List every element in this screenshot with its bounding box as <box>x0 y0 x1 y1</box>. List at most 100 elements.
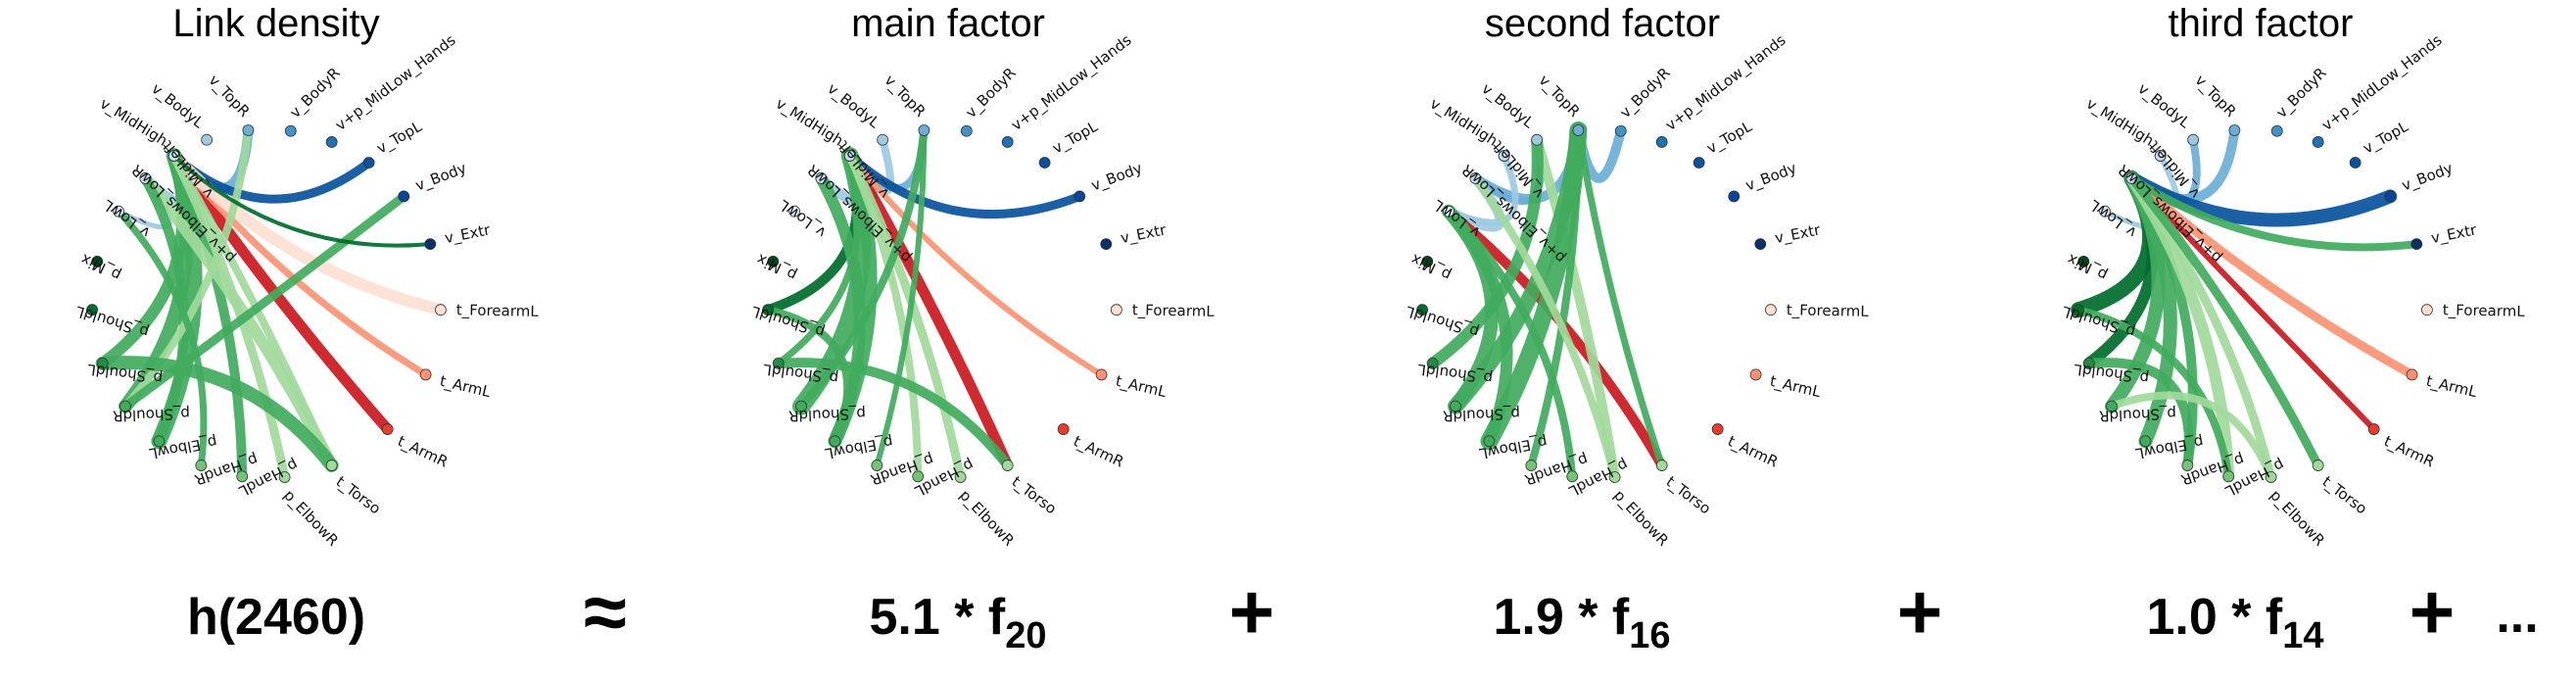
node-dot <box>434 304 447 316</box>
chord-edge <box>2127 173 2421 252</box>
node-dot <box>2312 136 2324 148</box>
node-label: t_ForearmL <box>456 301 540 321</box>
term-third-subscript: 14 <box>2282 615 2324 656</box>
node-label: t_ArmL <box>1114 372 1169 403</box>
node-dot <box>2420 304 2433 316</box>
node-dot <box>1426 357 1439 369</box>
node-dot <box>1416 304 1429 316</box>
node-dot <box>1728 190 1741 203</box>
panel-title-second-factor: second factor <box>1484 2 1721 45</box>
node-dot <box>139 172 152 184</box>
chord-edge <box>845 152 923 481</box>
node-dot <box>1711 423 1724 435</box>
node-label: v_TopL <box>373 118 425 159</box>
chord-edge <box>764 306 852 446</box>
panel-title-link-density: Link density <box>172 2 380 45</box>
term-main-coefficient: 5.1 * f <box>869 589 1006 646</box>
node-label: t_ForearmL <box>1132 301 1216 321</box>
chord-edge <box>2128 174 2377 433</box>
node-dot <box>167 150 180 162</box>
node-label: p_ElbowR <box>279 486 342 550</box>
node-dot <box>325 136 338 148</box>
node-label: t_ArmR <box>2381 432 2437 472</box>
node-dot <box>91 256 104 267</box>
node-dot <box>1001 460 1014 471</box>
node-label: v_LowL <box>775 195 830 241</box>
node-label: t_ArmR <box>1725 432 1781 472</box>
equation-term-third: 1.0 * f14 <box>2146 588 2323 657</box>
node-dot <box>1608 471 1621 483</box>
chord-edge <box>115 208 208 469</box>
node-label: v_Body <box>1742 159 1799 195</box>
chord-edge <box>1532 134 1620 483</box>
node-dot <box>2187 133 2200 146</box>
node-dot <box>762 304 775 316</box>
node-dot <box>1450 400 1461 412</box>
node-dot <box>1443 205 1455 218</box>
node-dot <box>2367 423 2380 435</box>
node-dot <box>1100 238 1113 251</box>
node-dot <box>1655 460 1668 471</box>
node-dot <box>877 133 889 146</box>
node-label: v_BodyR <box>962 64 1020 121</box>
node-label: p_ShouldL <box>73 301 152 341</box>
chord-edge <box>796 125 929 411</box>
node-label: t_ForearmL <box>1787 301 1870 321</box>
node-dot <box>1655 136 1668 148</box>
term-second-subscript: 16 <box>1629 615 1671 656</box>
chord-edge <box>874 126 928 469</box>
node-label: v_Extr <box>443 220 492 248</box>
node-dot <box>2125 172 2138 184</box>
node-label: v+p_MidLow_Hands <box>1662 31 1789 135</box>
node-dot <box>1531 133 1544 146</box>
node-dot <box>119 400 131 412</box>
node-dot <box>2099 205 2111 218</box>
node-dot <box>2312 460 2324 471</box>
panel-title-third-factor: third factor <box>2168 2 2354 45</box>
node-dot <box>829 435 841 448</box>
chord-edge <box>845 151 1084 219</box>
node-label: v_BodyR <box>286 64 344 121</box>
node-dot <box>1421 256 1434 267</box>
node-dot <box>1566 470 1579 483</box>
node-dot <box>767 256 780 267</box>
equation-term-main: 5.1 * f20 <box>869 588 1046 657</box>
node-dot <box>871 460 883 471</box>
node-label: t_ArmR <box>395 432 451 472</box>
chord-edge <box>2126 173 2323 470</box>
node-label: p_ShouldR <box>2099 404 2176 424</box>
term-third-coefficient: 1.0 * f <box>2146 589 2283 646</box>
chord-edge <box>96 150 189 369</box>
chord-edge <box>2075 306 2233 481</box>
node-label: p_Mix <box>2065 249 2111 284</box>
node-dot <box>1110 304 1122 316</box>
node-dot <box>772 357 785 369</box>
node-dot <box>2410 238 2423 251</box>
chord-edge <box>120 191 408 412</box>
node-dot <box>2406 368 2418 381</box>
node-dot <box>954 471 967 483</box>
approx-symbol: ≈ <box>584 568 627 655</box>
node-label: v_Body <box>412 159 469 195</box>
node-label: v_Extr <box>1119 220 1168 248</box>
node-dot <box>195 460 208 471</box>
panel-title-main-factor: main factor <box>851 2 1045 45</box>
node-dot <box>918 124 930 136</box>
node-label: p_ElbowR <box>1609 486 1672 550</box>
node-dot <box>96 357 109 369</box>
node-dot <box>398 190 410 203</box>
node-label: v_Extr <box>2429 220 2478 248</box>
node-label: v_TopR <box>2191 72 2240 121</box>
node-label: v_TopL <box>2360 118 2411 159</box>
node-dot <box>912 470 925 483</box>
term-main-subscript: 20 <box>1005 615 1047 656</box>
plus-symbol-2: + <box>1896 568 1943 655</box>
node-label: t_ArmL <box>438 372 493 403</box>
node-dot <box>325 460 338 471</box>
node-dot <box>2181 460 2194 471</box>
node-label: p_ShouldR <box>788 404 866 424</box>
node-dot <box>2082 357 2095 369</box>
ellipsis: ... <box>2496 587 2539 644</box>
